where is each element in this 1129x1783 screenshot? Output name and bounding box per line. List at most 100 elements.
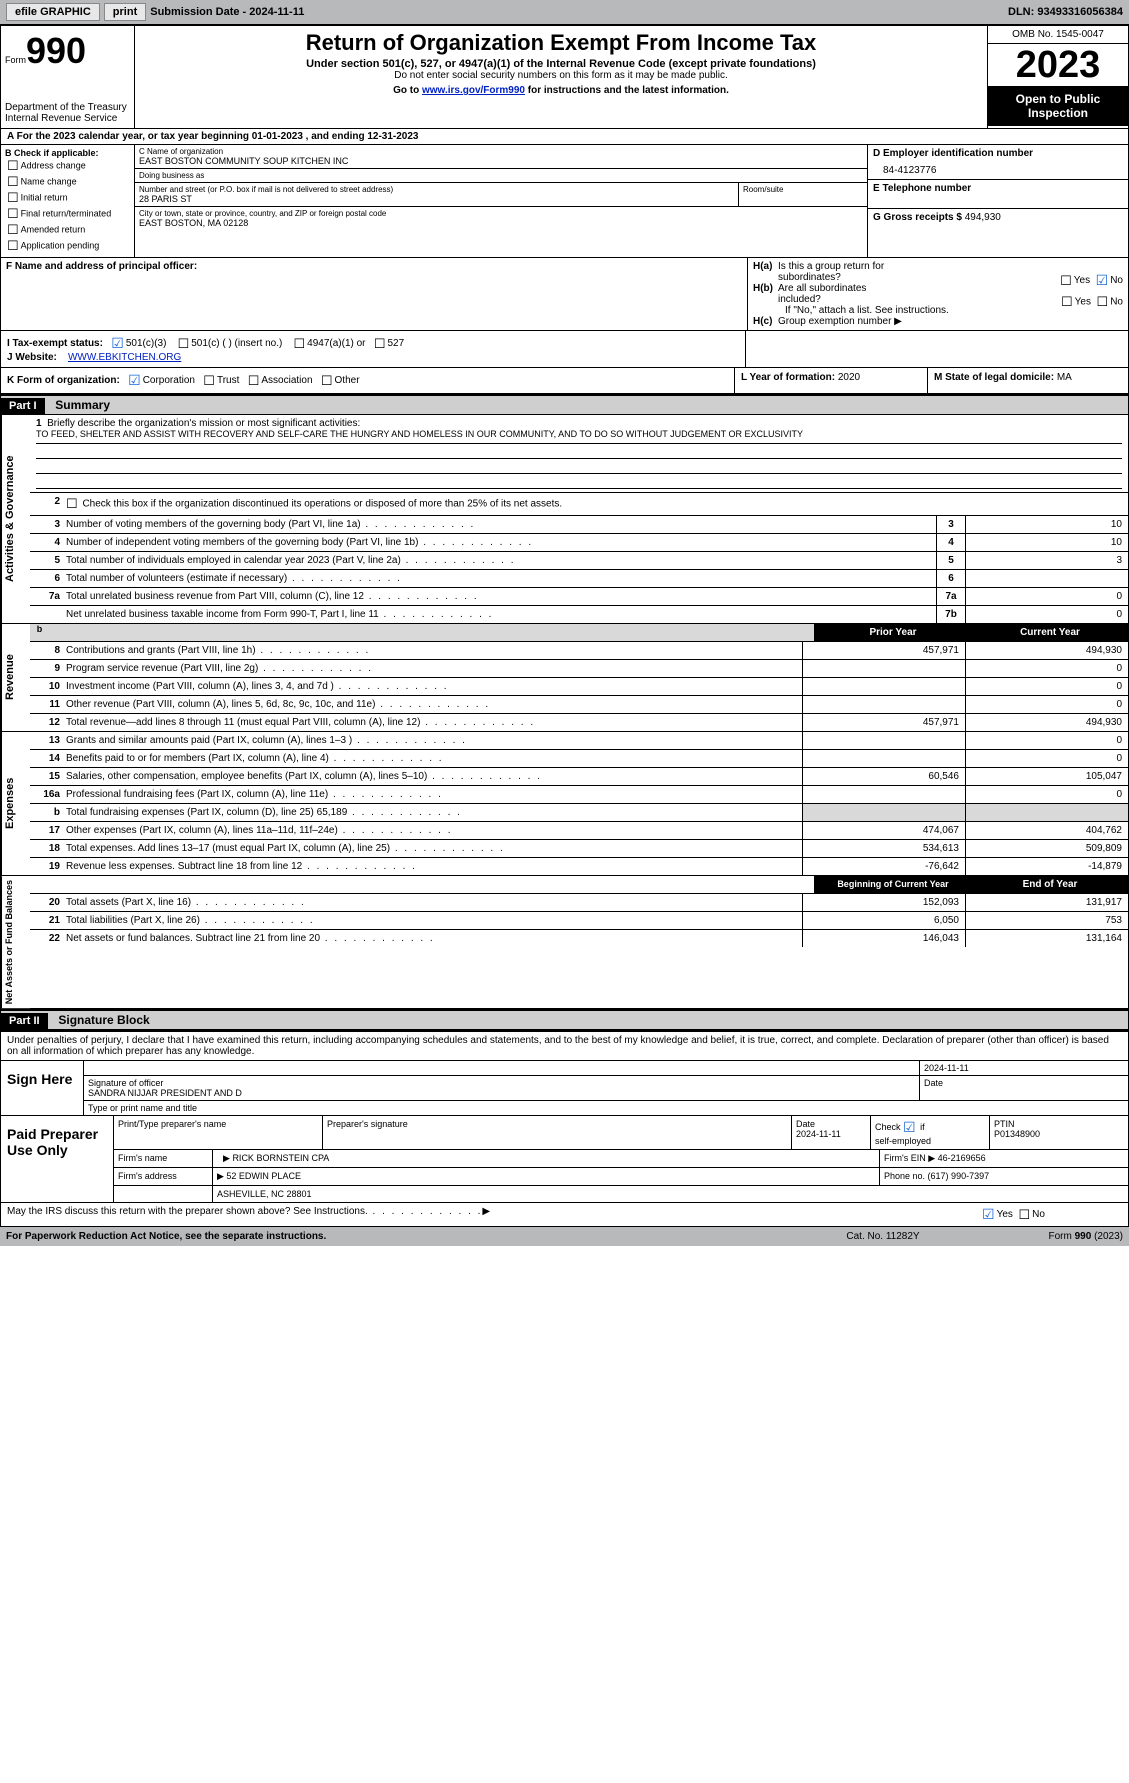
chk-4947[interactable] xyxy=(293,338,307,349)
prior-value: 534,613 xyxy=(802,840,965,857)
line-num: 19 xyxy=(30,858,64,875)
prior-value xyxy=(802,804,965,821)
line-desc: Other revenue (Part VIII, column (A), li… xyxy=(64,696,802,713)
line-num: 10 xyxy=(30,678,64,695)
chk-501c3[interactable] xyxy=(111,338,126,349)
form-header: Form990 Department of the Treasury Inter… xyxy=(0,24,1129,129)
line-desc: Benefits paid to or for members (Part IX… xyxy=(64,750,802,767)
opt-501c3: 501(c)(3) xyxy=(126,338,167,349)
opt-501c: 501(c) ( ) (insert no.) xyxy=(191,338,282,349)
opt-4947: 4947(a)(1) or xyxy=(307,338,365,349)
header-section-bcd: B Check if applicable: Address change Na… xyxy=(0,145,1129,258)
prior-value: 474,067 xyxy=(802,822,965,839)
current-value xyxy=(965,804,1128,821)
side-netassets: Net Assets or Fund Balances xyxy=(1,876,30,1008)
current-value: 0 xyxy=(965,750,1128,767)
summary-row: Net unrelated business taxable income fr… xyxy=(30,606,1128,623)
ha-yes-check[interactable] xyxy=(1060,275,1074,286)
hb-yes-check[interactable] xyxy=(1061,297,1075,308)
summary-row: 16a Professional fundraising fees (Part … xyxy=(30,786,1128,804)
firm-phone-value: (617) 990-7397 xyxy=(928,1171,990,1181)
chk-trust[interactable] xyxy=(203,375,217,386)
chk-527[interactable] xyxy=(374,338,388,349)
signature-block: Under penalties of perjury, I declare th… xyxy=(0,1030,1129,1227)
line-box: 7a xyxy=(936,588,965,605)
summary-row: 17 Other expenses (Part IX, column (A), … xyxy=(30,822,1128,840)
preparer-table: Paid Preparer Use Only Print/Type prepar… xyxy=(1,1115,1128,1202)
chk-other[interactable] xyxy=(321,375,335,386)
chk-final-return[interactable]: Final return/terminated xyxy=(7,206,130,222)
summary-expenses: Expenses 13 Grants and similar amounts p… xyxy=(0,732,1129,876)
room-label: Room/suite xyxy=(743,185,863,194)
chk-label: Amended return xyxy=(21,224,86,234)
prior-value xyxy=(802,678,965,695)
city-value: EAST BOSTON, MA 02128 xyxy=(139,218,863,228)
chk-initial-return[interactable]: Initial return xyxy=(7,190,130,206)
chk-amended[interactable]: Amended return xyxy=(7,222,130,238)
irs-link[interactable]: www.irs.gov/Form990 xyxy=(422,85,525,96)
tax-status-label: I Tax-exempt status: xyxy=(7,338,103,349)
line2-text: Check this box if the organization disco… xyxy=(82,499,562,510)
sign-date: 2024-11-11 xyxy=(920,1061,1128,1075)
chk-address-change[interactable]: Address change xyxy=(7,158,130,174)
prior-value xyxy=(802,786,965,803)
prior-value xyxy=(802,696,965,713)
form-word: Form xyxy=(5,55,26,65)
period-label-b: , and ending xyxy=(306,131,368,142)
ha-no-check[interactable] xyxy=(1096,275,1111,286)
chk-assoc[interactable] xyxy=(248,375,262,386)
street-label: Number and street (or P.O. box if mail i… xyxy=(139,185,734,194)
chk-label: Application pending xyxy=(21,240,100,250)
hb-no-check[interactable] xyxy=(1097,297,1111,308)
prep-name-label: Print/Type preparer's name xyxy=(114,1116,323,1149)
side-revenue: Revenue xyxy=(1,624,30,731)
opt-assoc: Association xyxy=(261,375,312,386)
summary-row: 12 Total revenue—add lines 8 through 11 … xyxy=(30,714,1128,731)
website-link[interactable]: WWW.EBKITCHEN.ORG xyxy=(68,352,181,363)
line-desc: Total number of volunteers (estimate if … xyxy=(64,570,936,587)
line-desc: Total assets (Part X, line 16) xyxy=(64,894,802,911)
org-name: EAST BOSTON COMMUNITY SOUP KITCHEN INC xyxy=(139,156,863,166)
chk-discuss-no[interactable] xyxy=(1018,1209,1032,1220)
prior-value: 6,050 xyxy=(802,912,965,929)
line-desc: Salaries, other compensation, employee b… xyxy=(64,768,802,785)
prior-value xyxy=(802,732,965,749)
chk-corp[interactable] xyxy=(128,375,143,386)
firm-phone-label: Phone no. xyxy=(884,1171,928,1181)
print-button[interactable]: print xyxy=(104,3,146,21)
row-k-l-m: K Form of organization: Corporation Trus… xyxy=(0,368,1129,394)
line-value: 0 xyxy=(965,588,1128,605)
part1-tag: Part I xyxy=(1,398,45,414)
chk-app-pending[interactable]: Application pending xyxy=(7,238,130,254)
line-num: 21 xyxy=(30,912,64,929)
chk-501c[interactable] xyxy=(178,338,192,349)
current-value: 404,762 xyxy=(965,822,1128,839)
no-label: No xyxy=(1110,297,1123,308)
box-d: D Employer identification number 84-4123… xyxy=(868,145,1128,258)
chk-self-employed[interactable] xyxy=(903,1122,918,1132)
chk-discontinued[interactable] xyxy=(66,499,80,510)
line-desc: Grants and similar amounts paid (Part IX… xyxy=(64,732,802,749)
box-f: F Name and address of principal officer: xyxy=(1,258,748,330)
website-label: J Website: xyxy=(7,352,60,363)
summary-row: 21 Total liabilities (Part X, line 26) 6… xyxy=(30,912,1128,930)
declaration-text: Under penalties of perjury, I declare th… xyxy=(1,1032,1128,1060)
form-id-box: Form990 Department of the Treasury Inter… xyxy=(1,26,135,128)
line-num: 6 xyxy=(30,570,64,587)
footer-left: For Paperwork Reduction Act Notice, see … xyxy=(6,1231,803,1242)
sign-here-label: Sign Here xyxy=(1,1061,84,1115)
domicile-label: M State of legal domicile: xyxy=(934,372,1057,383)
firm-name-label: Firm's name xyxy=(114,1150,213,1167)
box-h: H(a) Is this a group return for subordin… xyxy=(748,258,1128,330)
chk-name-change[interactable]: Name change xyxy=(7,174,130,190)
opt-trust: Trust xyxy=(217,375,239,386)
prior-value: 457,971 xyxy=(802,642,965,659)
prior-value: 146,043 xyxy=(802,930,965,947)
form-year-box: OMB No. 1545-0047 2023 Open to Public In… xyxy=(987,26,1128,128)
line-value: 3 xyxy=(965,552,1128,569)
phone-label: E Telephone number xyxy=(873,183,1123,194)
hdr-end: End of Year xyxy=(971,876,1128,893)
summary-row: 3 Number of voting members of the govern… xyxy=(30,516,1128,534)
chk-discuss-yes[interactable] xyxy=(982,1209,997,1220)
dln-value: 93493316056384 xyxy=(1037,6,1123,18)
